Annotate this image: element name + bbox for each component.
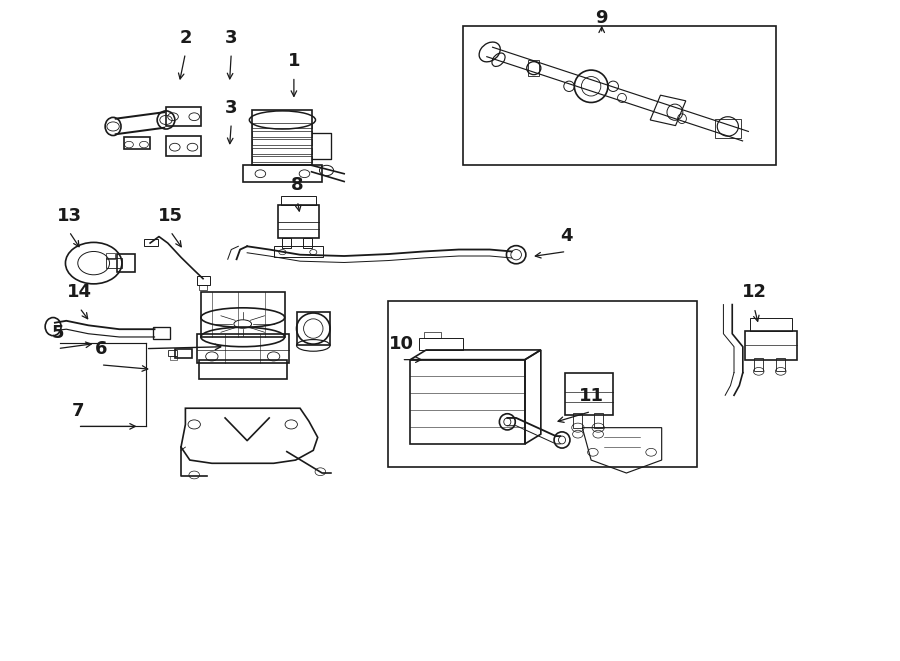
Bar bbox=[167, 350, 176, 356]
Bar bbox=[283, 238, 292, 248]
Bar bbox=[573, 413, 582, 428]
Bar bbox=[252, 122, 311, 128]
Bar bbox=[252, 131, 311, 137]
Text: 12: 12 bbox=[742, 284, 767, 301]
Bar bbox=[564, 373, 613, 414]
Text: 2: 2 bbox=[179, 29, 192, 47]
Bar bbox=[106, 253, 115, 259]
Text: 9: 9 bbox=[596, 9, 608, 27]
Bar bbox=[166, 136, 202, 155]
Bar bbox=[252, 148, 311, 153]
Bar bbox=[252, 156, 311, 162]
Bar bbox=[419, 338, 464, 350]
Bar bbox=[777, 358, 785, 371]
Text: 3: 3 bbox=[225, 29, 238, 47]
Bar bbox=[199, 284, 207, 290]
Bar bbox=[166, 107, 202, 126]
Bar bbox=[144, 239, 158, 247]
Text: 14: 14 bbox=[68, 284, 92, 301]
Bar bbox=[388, 301, 697, 467]
Text: 6: 6 bbox=[94, 340, 107, 358]
Text: 8: 8 bbox=[291, 176, 303, 194]
Text: 4: 4 bbox=[560, 227, 572, 245]
Text: 5: 5 bbox=[51, 324, 64, 342]
Bar bbox=[754, 358, 763, 371]
Text: 11: 11 bbox=[579, 387, 604, 405]
Bar bbox=[175, 348, 193, 358]
Text: 15: 15 bbox=[158, 207, 183, 225]
Bar bbox=[715, 119, 741, 138]
Text: 1: 1 bbox=[288, 52, 300, 70]
Bar bbox=[528, 60, 539, 76]
Bar bbox=[464, 26, 777, 165]
Bar bbox=[281, 196, 316, 206]
Bar bbox=[199, 360, 287, 379]
Text: 10: 10 bbox=[389, 335, 414, 353]
Bar bbox=[118, 254, 135, 272]
Text: 13: 13 bbox=[57, 207, 82, 225]
Bar bbox=[243, 165, 322, 182]
Bar bbox=[278, 206, 319, 238]
Bar bbox=[650, 95, 686, 126]
Bar bbox=[410, 360, 525, 444]
Bar bbox=[302, 238, 311, 248]
Bar bbox=[106, 258, 122, 268]
Bar bbox=[252, 110, 311, 165]
Bar bbox=[296, 312, 330, 346]
Text: 7: 7 bbox=[71, 402, 84, 420]
Bar bbox=[745, 330, 796, 360]
Bar bbox=[594, 413, 603, 428]
Bar bbox=[274, 246, 323, 257]
Bar bbox=[424, 332, 441, 338]
Bar bbox=[169, 356, 176, 360]
Bar bbox=[252, 139, 311, 145]
Bar bbox=[153, 327, 170, 339]
Text: 3: 3 bbox=[225, 98, 238, 117]
Bar bbox=[750, 317, 792, 330]
Bar bbox=[202, 292, 285, 337]
Bar bbox=[197, 276, 210, 285]
Bar bbox=[123, 137, 150, 149]
Bar bbox=[197, 334, 290, 363]
